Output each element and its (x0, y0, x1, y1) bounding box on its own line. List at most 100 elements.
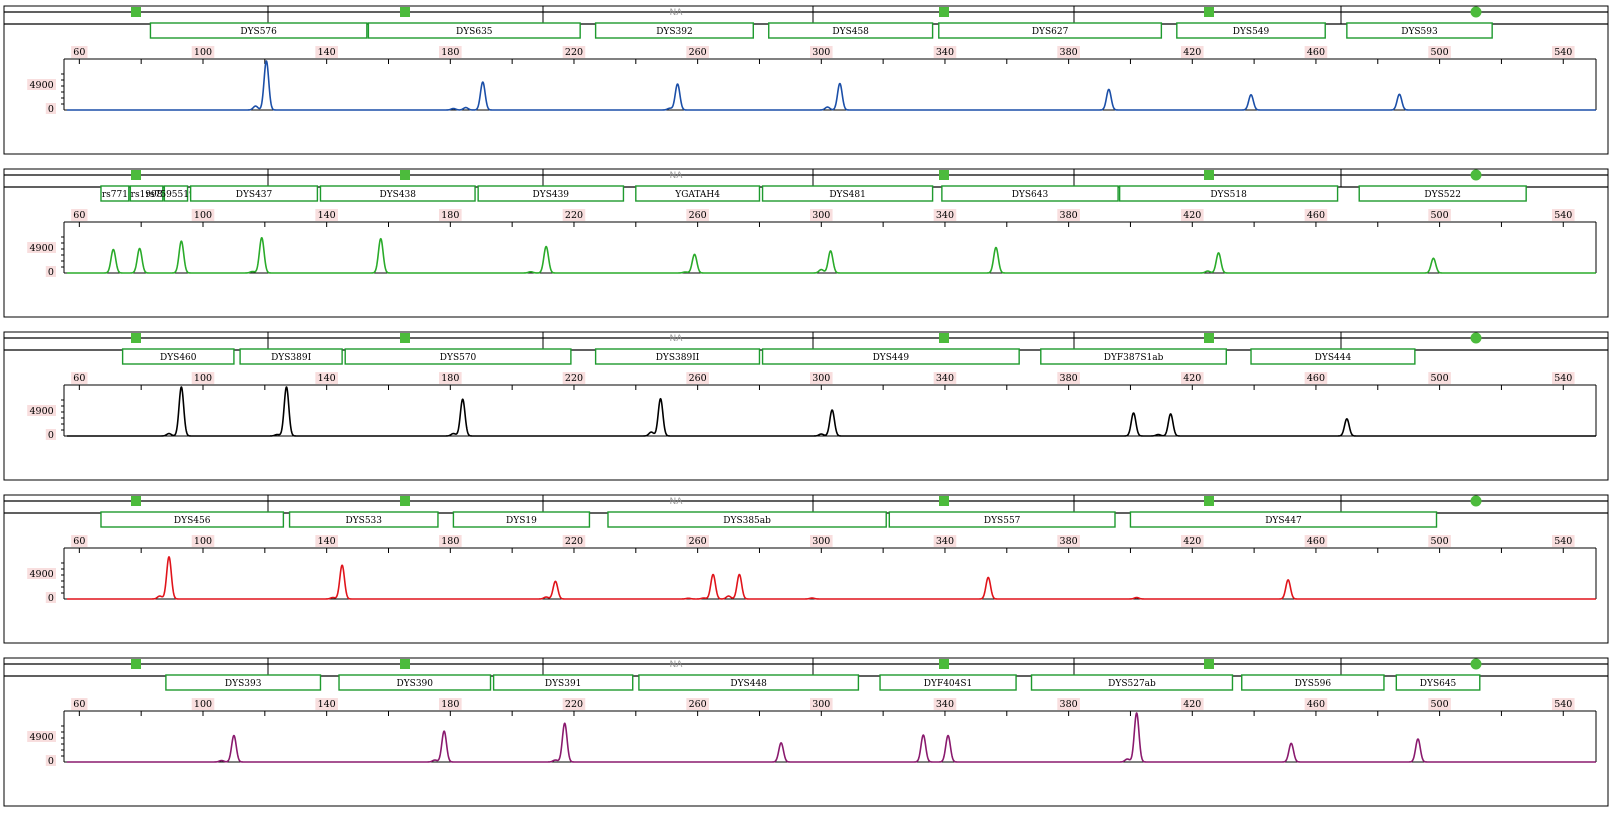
marker-square (400, 7, 410, 17)
header-na-label: NA (670, 660, 684, 670)
size-tick-label: 220 (565, 373, 583, 384)
marker-square (939, 333, 949, 343)
size-tick-label: 420 (1183, 699, 1201, 710)
locus-label: DYF404S1 (924, 679, 972, 689)
signal-trace (67, 238, 1596, 273)
marker-square (939, 659, 949, 669)
size-tick-label: 460 (1307, 47, 1325, 58)
header-na-label: NA (670, 497, 684, 507)
locus-label: DYS392 (656, 27, 693, 37)
locus-label: DYS481 (829, 190, 866, 200)
marker-square (400, 659, 410, 669)
size-tick-label: 340 (936, 373, 954, 384)
size-tick-label: 340 (936, 699, 954, 710)
size-tick-label: 460 (1307, 536, 1325, 547)
marker-square (131, 659, 141, 669)
locus-label: DYS596 (1295, 679, 1332, 689)
header-na-label: NA (670, 171, 684, 181)
size-tick-label: 300 (812, 47, 830, 58)
size-tick-label: 180 (441, 536, 459, 547)
size-tick-label: 540 (1554, 210, 1572, 221)
locus-label: DYS389I (271, 353, 312, 363)
locus-label: DYS627 (1032, 27, 1069, 37)
locus-label: DYS645 (1420, 679, 1457, 689)
size-tick-label: 460 (1307, 373, 1325, 384)
marker-circle (1471, 496, 1482, 507)
marker-circle (1471, 333, 1482, 344)
size-tick-label: 180 (441, 373, 459, 384)
size-tick-label: 180 (441, 47, 459, 58)
signal-trace (67, 387, 1596, 436)
marker-square (939, 7, 949, 17)
size-tick-label: 420 (1183, 47, 1201, 58)
locus-label: rs771 (102, 190, 128, 200)
size-tick-label: 340 (936, 536, 954, 547)
marker-circle (1471, 170, 1482, 181)
size-tick-label: 300 (812, 699, 830, 710)
size-tick-label: 140 (318, 373, 336, 384)
size-tick-label: 460 (1307, 699, 1325, 710)
size-tick-label: 100 (194, 47, 212, 58)
size-tick-label: 300 (812, 210, 830, 221)
y-tick-label: 0 (48, 104, 54, 115)
size-tick-label: 220 (565, 47, 583, 58)
locus-label: DYS438 (380, 190, 417, 200)
marker-square (1204, 7, 1214, 17)
size-tick-label: 60 (73, 699, 85, 710)
size-tick-label: 500 (1431, 373, 1449, 384)
locus-label: DYS439 (533, 190, 570, 200)
size-tick-label: 260 (689, 373, 707, 384)
header-na-label: NA (670, 334, 684, 344)
locus-label: DYS390 (397, 679, 434, 689)
size-tick-label: 220 (565, 699, 583, 710)
locus-label: DYS635 (456, 27, 493, 37)
size-tick-label: 260 (689, 210, 707, 221)
size-tick-label: 140 (318, 536, 336, 547)
locus-label: DYS527ab (1108, 679, 1156, 689)
size-tick-label: 100 (194, 699, 212, 710)
locus-label: DYS533 (346, 516, 383, 526)
locus-label: DYS19 (506, 516, 537, 526)
size-tick-label: 60 (73, 47, 85, 58)
size-tick-label: 260 (689, 536, 707, 547)
size-tick-label: 540 (1554, 47, 1572, 58)
marker-square (1204, 659, 1214, 669)
marker-square (1204, 333, 1214, 343)
size-tick-label: 100 (194, 373, 212, 384)
marker-circle (1471, 659, 1482, 670)
locus-label: DYS593 (1401, 27, 1438, 37)
marker-square (400, 333, 410, 343)
marker-square (400, 170, 410, 180)
size-tick-label: 220 (565, 210, 583, 221)
locus-label: DYS448 (730, 679, 767, 689)
size-tick-label: 140 (318, 699, 336, 710)
locus-label: DYF387S1ab (1104, 353, 1164, 363)
size-tick-label: 420 (1183, 210, 1201, 221)
locus-label: DYS393 (225, 679, 262, 689)
locus-label: DYS460 (160, 353, 197, 363)
y-tick-label: 4900 (30, 243, 54, 254)
size-tick-label: 340 (936, 47, 954, 58)
marker-square (131, 7, 141, 17)
locus-label: DYS389II (656, 353, 700, 363)
locus-label: DYS518 (1210, 190, 1247, 200)
marker-square (1204, 496, 1214, 506)
locus-label: DYS522 (1424, 190, 1461, 200)
locus-label: DYS557 (984, 516, 1021, 526)
size-tick-label: 140 (318, 210, 336, 221)
size-tick-label: 500 (1431, 47, 1449, 58)
size-tick-label: 260 (689, 699, 707, 710)
locus-label: DYS437 (236, 190, 273, 200)
size-tick-label: 180 (441, 210, 459, 221)
size-tick-label: 460 (1307, 210, 1325, 221)
size-tick-label: 340 (936, 210, 954, 221)
size-tick-label: 420 (1183, 373, 1201, 384)
locus-label: DYS549 (1233, 27, 1270, 37)
marker-square (131, 333, 141, 343)
size-tick-label: 100 (194, 210, 212, 221)
size-tick-label: 540 (1554, 536, 1572, 547)
locus-label: DYS456 (174, 516, 211, 526)
